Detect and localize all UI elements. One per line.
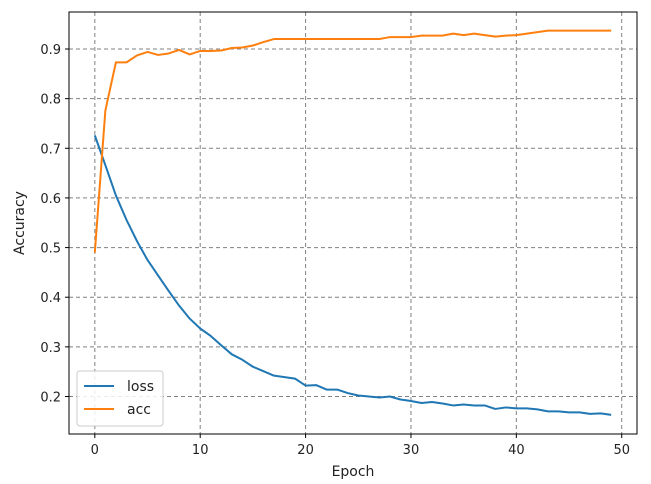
y-tick-label: 0.2 — [40, 391, 61, 406]
legend-label-loss: loss — [127, 379, 154, 395]
legend-label-acc: acc — [127, 402, 151, 418]
x-tick-label: 20 — [297, 443, 314, 458]
x-axis-label: Epoch — [332, 464, 375, 480]
grid — [69, 12, 637, 434]
x-tick-label: 40 — [508, 443, 525, 458]
series-lines — [93, 29, 612, 416]
ticks: 0 10 20 30 40 50 0.2 0.3 0.4 0.5 0.6 0.7 0.8 0.9 — [40, 43, 630, 458]
legend: loss acc — [76, 370, 164, 427]
series-line-acc — [93, 29, 612, 253]
y-axis-label: Accuracy — [12, 191, 28, 255]
y-tick-label: 0.9 — [40, 43, 61, 58]
legend-box — [76, 370, 164, 427]
y-tick-label: 0.3 — [40, 341, 61, 356]
x-tick-label: 30 — [403, 443, 420, 458]
y-tick-label: 0.4 — [40, 291, 61, 306]
x-tick-label: 10 — [192, 443, 209, 458]
plot-frame — [68, 11, 638, 435]
x-tick-label: 0 — [91, 443, 99, 458]
series-line-loss — [93, 135, 612, 416]
y-tick-label: 0.8 — [40, 93, 61, 108]
y-tick-label: 0.5 — [40, 242, 61, 257]
y-tick-label: 0.7 — [40, 142, 61, 157]
x-tick-label: 50 — [613, 443, 630, 458]
y-tick-label: 0.6 — [40, 192, 61, 207]
